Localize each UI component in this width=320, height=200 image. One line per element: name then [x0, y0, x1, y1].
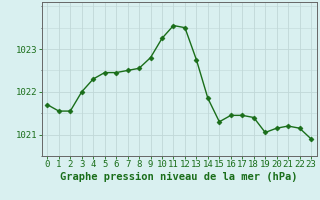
X-axis label: Graphe pression niveau de la mer (hPa): Graphe pression niveau de la mer (hPa): [60, 172, 298, 182]
